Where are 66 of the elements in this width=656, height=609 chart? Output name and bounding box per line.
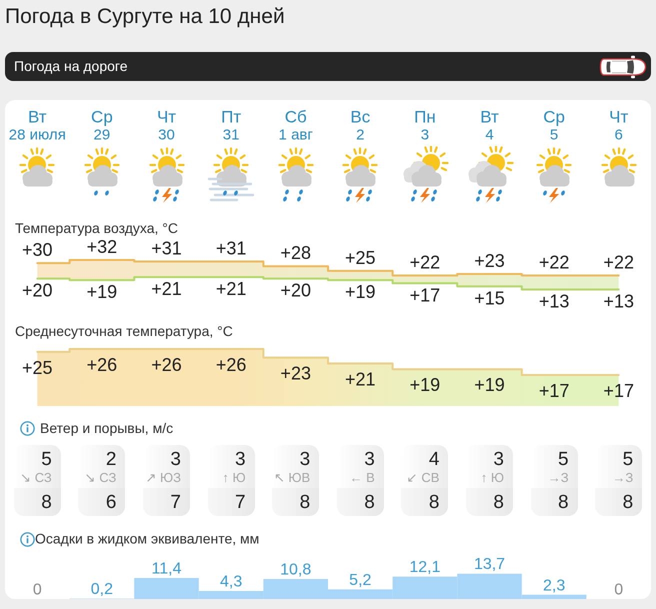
data-label: 4,3	[220, 572, 242, 590]
x-tick-label: Чт 6	[609, 108, 628, 142]
data-label: +28	[280, 243, 311, 264]
data-label: +22	[538, 252, 570, 273]
data-label: +25	[345, 248, 376, 268]
x-tick-label: Вс 2	[350, 108, 371, 142]
data-label: +26	[216, 355, 246, 375]
x-tick-label: Ср 29	[91, 108, 113, 142]
card: 2 ↘ СЗ 6	[78, 445, 126, 516]
data-label: +13	[603, 292, 634, 312]
chart-title: Среднесуточная температура, °C	[15, 323, 233, 339]
data-label: 2,3	[542, 576, 566, 594]
data-label: +20	[22, 280, 53, 301]
x-tick-label: Пн 3	[414, 108, 436, 142]
data-label: +21	[345, 369, 376, 390]
data-label: 11,4	[152, 559, 182, 576]
card: 3 ↑ Ю 8	[466, 445, 513, 516]
card: 3 ↖ ЮВ 8	[272, 445, 320, 516]
data-label: +17	[410, 285, 440, 306]
card: 5 ↘ СЗ 8	[14, 445, 61, 516]
card: 3 ↗ ЮЗ 7	[143, 445, 190, 516]
data-label: +13	[538, 292, 570, 312]
chart-title: Осадки в жидком эквиваленте, мм	[35, 530, 260, 546]
card: 3 ↑ Ю 7	[208, 445, 255, 516]
x-tick-label: Вт 28 июля	[8, 108, 66, 142]
data-label: 12,1	[409, 558, 441, 576]
data-label: +20	[280, 280, 311, 301]
data-label: +32	[86, 237, 118, 257]
text: Погода в Сургуте на 10 дней	[5, 4, 285, 30]
x-tick-label: Вт 4	[480, 108, 499, 142]
card: 3 ← В 8	[336, 445, 384, 516]
data-label: +22	[603, 252, 634, 273]
data-label: +15	[474, 288, 505, 308]
x-tick-label: Чт 30	[156, 108, 176, 142]
data-label: 10,8	[280, 560, 312, 578]
data-label: +19	[86, 282, 118, 302]
data-label: +31	[216, 238, 246, 259]
card: 4 ↙ СВ 8	[401, 445, 448, 516]
data-label: +21	[151, 279, 182, 300]
data-label: 0,2	[90, 580, 114, 598]
data-label: 0	[32, 580, 42, 598]
data-label: +17	[603, 381, 634, 401]
data-label: 0	[614, 580, 624, 598]
data-label: +25	[22, 358, 53, 378]
data-label: +22	[410, 252, 440, 273]
text: Погода на дороге	[14, 57, 128, 76]
data-label: +26	[151, 355, 182, 375]
data-label: 5,2	[349, 570, 372, 588]
data-label: +23	[280, 364, 311, 384]
text: Ветер и порывы, м/с	[40, 420, 174, 437]
card: 5 →З 8	[530, 445, 578, 516]
data-label: +19	[345, 282, 376, 302]
data-label: +21	[216, 279, 246, 300]
data-label: +23	[474, 250, 505, 271]
x-tick-label: Пт 31	[221, 108, 242, 142]
card: 5 →З 8	[595, 445, 642, 516]
data-label: 13,7	[474, 555, 506, 572]
x-tick-label: Сб 1 авг	[278, 108, 314, 142]
x-tick-label: Ср 5	[543, 108, 565, 142]
data-label: +19	[474, 375, 505, 396]
data-label: +19	[410, 375, 440, 396]
data-label: +17	[538, 381, 570, 401]
data-label: +31	[151, 238, 182, 259]
data-label: +26	[86, 355, 118, 375]
chart-title: Температура воздуха, °C	[15, 220, 178, 236]
data-label: +30	[22, 240, 53, 260]
